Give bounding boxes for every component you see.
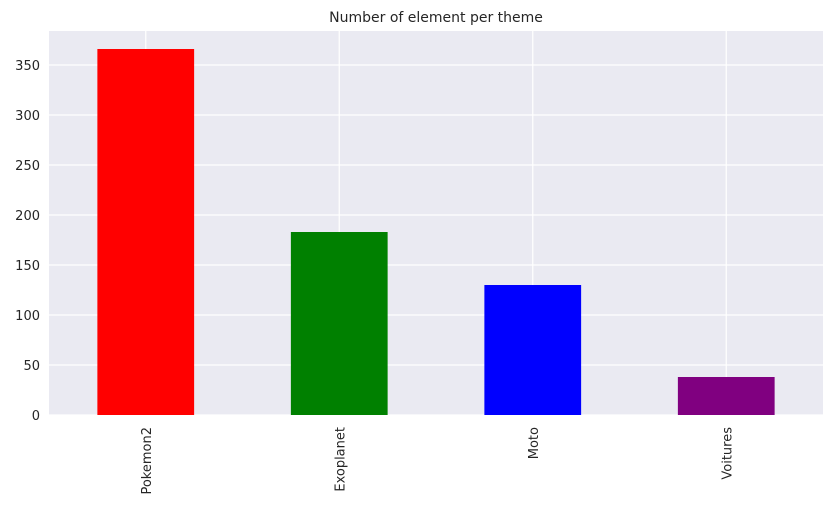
- y-tick-label: 150: [15, 259, 40, 274]
- y-tick-label: 350: [15, 59, 40, 74]
- y-tick-label: 100: [15, 309, 40, 324]
- y-tick-label: 250: [15, 159, 40, 174]
- bar-moto: [484, 285, 582, 415]
- y-tick-label: 200: [15, 209, 40, 224]
- x-axis-ticks: Pokemon2 Exoplanet Moto Voitures: [140, 427, 736, 495]
- bar-pokemon2: [97, 49, 195, 415]
- x-tick-label: Moto: [527, 427, 542, 459]
- y-tick-label: 50: [23, 359, 40, 374]
- bar-voitures: [677, 377, 775, 415]
- x-tick-label: Pokemon2: [140, 427, 155, 495]
- x-tick-label: Voitures: [720, 427, 735, 480]
- bar-exoplanet: [290, 232, 388, 415]
- bars: [97, 49, 775, 415]
- y-tick-label: 300: [15, 109, 40, 124]
- y-tick-label: 0: [32, 409, 40, 424]
- chart-title: Number of element per theme: [329, 10, 543, 26]
- y-axis-ticks: 0 50 100 150 200 250 300 350: [15, 59, 40, 424]
- x-tick-label: Exoplanet: [333, 427, 348, 492]
